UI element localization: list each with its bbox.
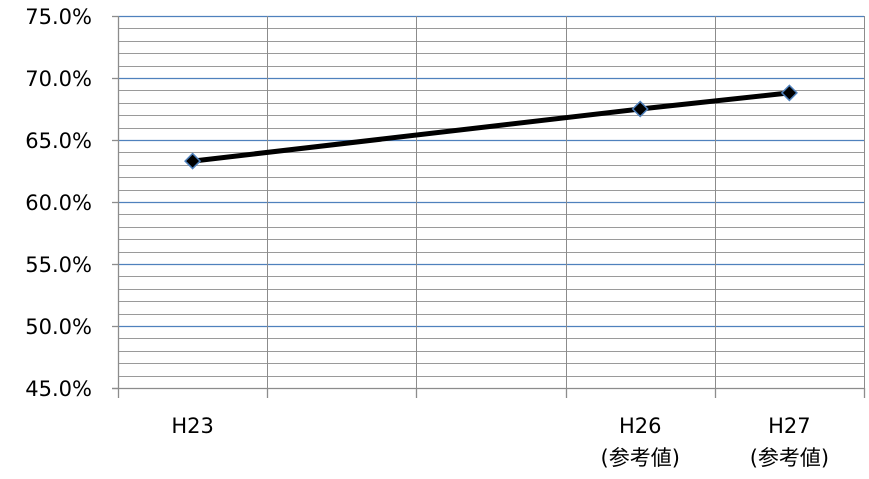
minor-gridlines xyxy=(118,28,864,377)
x-tick-label: (参考値) xyxy=(601,446,680,470)
vertical-gridlines xyxy=(267,16,865,388)
x-tick-label: (参考値) xyxy=(750,446,829,470)
data-point-marker xyxy=(631,100,649,118)
x-tick-label: H26 xyxy=(619,414,662,438)
x-tick-label: H23 xyxy=(171,414,214,438)
y-tick-label: 60.0% xyxy=(25,191,92,215)
y-tick-label: 65.0% xyxy=(25,129,92,153)
x-axis-tick-labels: H23 H26 (参考値) H27 (参考値) xyxy=(171,414,829,470)
axes xyxy=(112,15,866,398)
series-layer xyxy=(184,84,798,170)
y-tick-label: 75.0% xyxy=(25,5,92,29)
y-tick-label: 50.0% xyxy=(25,315,92,339)
x-tick-label: H27 xyxy=(768,414,811,438)
y-tick-label: 70.0% xyxy=(25,67,92,91)
y-tick-label: 55.0% xyxy=(25,253,92,277)
data-point-marker xyxy=(780,84,798,102)
y-axis-tick-labels: 45.0% 50.0% 55.0% 60.0% 65.0% 70.0% 75.0% xyxy=(25,5,92,401)
major-gridlines xyxy=(118,15,864,328)
y-tick-label: 45.0% xyxy=(25,377,92,401)
data-point-marker xyxy=(184,152,202,170)
